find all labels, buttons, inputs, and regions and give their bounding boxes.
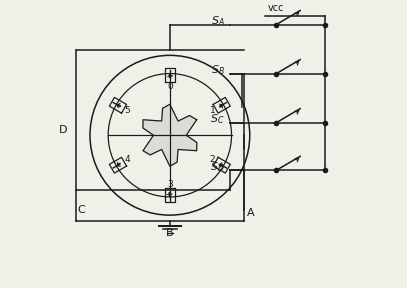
Text: B: B (166, 228, 174, 238)
Text: 1: 1 (210, 106, 215, 115)
Text: $S_{B}$: $S_{B}$ (210, 63, 225, 77)
Text: 3: 3 (167, 180, 173, 189)
Text: 0: 0 (167, 82, 173, 91)
Text: vcc: vcc (268, 3, 284, 13)
Text: $S_{C}$: $S_{C}$ (210, 112, 225, 126)
Text: 2: 2 (210, 155, 215, 164)
Text: $S_{D}$: $S_{D}$ (210, 160, 225, 174)
Text: 4: 4 (125, 155, 130, 164)
Text: D: D (59, 125, 68, 134)
Polygon shape (143, 104, 197, 166)
Text: A: A (247, 208, 254, 218)
Text: C: C (77, 204, 85, 215)
Text: $S_{A}$: $S_{A}$ (211, 14, 225, 28)
Text: 5: 5 (125, 106, 130, 115)
